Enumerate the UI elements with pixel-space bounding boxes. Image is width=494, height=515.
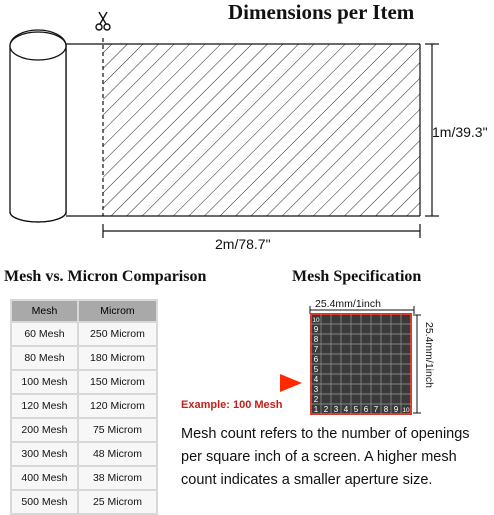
grid-column-number: 6: [364, 405, 369, 414]
grid-column-number: 2: [324, 405, 329, 414]
page-title: Dimensions per Item: [228, 0, 415, 24]
table-row: 500 Mesh 25 Microm: [10, 489, 159, 515]
mesh-cell: 100 Mesh: [10, 369, 79, 395]
length-label: 2m/78.7": [215, 236, 271, 252]
grid-column-number: 1: [314, 405, 319, 414]
table-row: 60 Mesh 250 Microm: [10, 321, 159, 347]
micron-cell: 180 Microm: [76, 345, 159, 371]
example-label: Example: 100 Mesh: [181, 399, 283, 411]
mesh-description: Mesh count refers to the number of openi…: [181, 426, 470, 488]
micron-cell: 120 Microm: [76, 393, 159, 419]
spec-height-label: 25.4mm/1inch: [423, 322, 435, 388]
mesh-cell: 400 Mesh: [10, 465, 79, 491]
grid-row-number: 7: [314, 345, 319, 354]
length-dimension-line: [102, 224, 421, 238]
grid-row-number: 3: [314, 385, 319, 394]
mesh-cell: 60 Mesh: [10, 321, 79, 347]
width-dimension-line: [425, 43, 439, 217]
mesh-cell: 500 Mesh: [10, 489, 79, 515]
grid-column-number: 5: [354, 405, 359, 414]
table-header-row: Mesh Microm: [10, 299, 159, 323]
micron-cell: 25 Microm: [76, 489, 159, 515]
grid-row-number: 6: [314, 355, 319, 364]
mesh-cell: 200 Mesh: [10, 417, 79, 443]
micron-cell: 48 Microm: [76, 441, 159, 467]
grid-row-number: 4: [314, 375, 319, 384]
roll-illustration: [9, 11, 439, 238]
grid-row-number: 10: [312, 317, 320, 324]
column-header-mesh: Mesh: [10, 299, 79, 323]
spec-width-label: 25.4mm/1inch: [315, 298, 381, 310]
roll-cylinder: [9, 29, 67, 223]
grid-row-number: 9: [314, 325, 319, 334]
mesh-micron-table: Mesh Microm 60 Mesh 250 Microm 80 Mesh 180…: [10, 299, 159, 515]
grid-row-number: 5: [314, 365, 319, 374]
table-row: 100 Mesh 150 Microm: [10, 369, 159, 395]
grid-column-number: 4: [344, 405, 349, 414]
scissors-icon: [95, 11, 111, 31]
table-row: 400 Mesh 38 Microm: [10, 465, 159, 491]
comparison-title: Mesh vs. Micron Comparison: [4, 268, 207, 285]
table-row: 300 Mesh 48 Microm: [10, 441, 159, 467]
mesh-cell: 300 Mesh: [10, 441, 79, 467]
grid-row-number: 2: [314, 395, 319, 404]
table-row: 200 Mesh 75 Microm: [10, 417, 159, 443]
grid-column-number: 3: [334, 405, 339, 414]
micron-cell: 75 Microm: [76, 417, 159, 443]
mesh-cell: 80 Mesh: [10, 345, 79, 371]
arrow-right-icon: [280, 374, 302, 392]
table-row: 120 Mesh 120 Microm: [10, 393, 159, 419]
grid-column-number: 10: [402, 407, 410, 414]
micron-cell: 250 Microm: [76, 321, 159, 347]
width-label: 1m/39.3": [432, 124, 488, 140]
micron-cell: 38 Microm: [76, 465, 159, 491]
column-header-microm: Microm: [76, 299, 159, 323]
grid-row-number: 8: [314, 335, 319, 344]
micron-cell: 150 Microm: [76, 369, 159, 395]
grid-column-number: 9: [394, 405, 399, 414]
mesh-sheet: [66, 38, 421, 217]
grid-column-number: 7: [374, 405, 379, 414]
grid-column-number: 8: [384, 405, 389, 414]
mesh-cell: 120 Mesh: [10, 393, 79, 419]
height-bracket: [413, 314, 421, 414]
width-bracket: [309, 306, 415, 314]
spec-title: Mesh Specification: [292, 268, 422, 285]
table-row: 80 Mesh 180 Microm: [10, 345, 159, 371]
